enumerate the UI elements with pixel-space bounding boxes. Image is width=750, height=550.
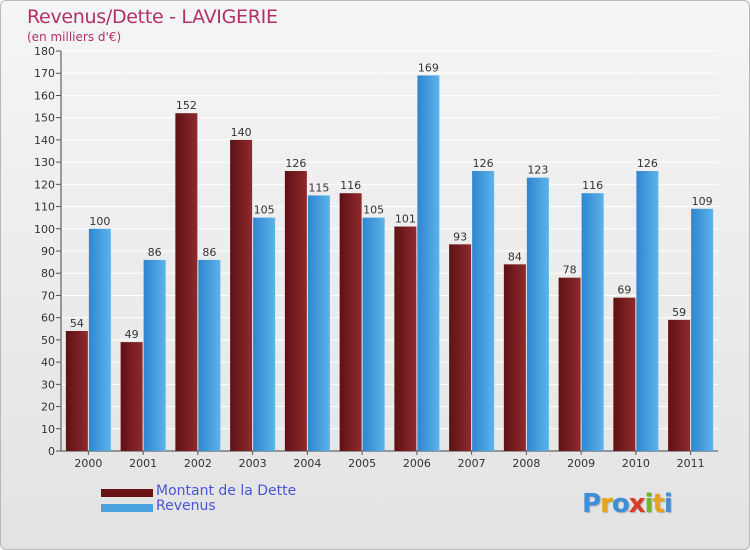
bar-revenus-2001 <box>143 259 166 451</box>
data-label-revenus-2010: 126 <box>637 157 658 170</box>
y-tick-label-180: 180 <box>34 45 55 58</box>
y-tick-label-120: 120 <box>34 178 55 191</box>
logo-letter: o <box>611 489 630 519</box>
legend-label-dette: Montant de la Dette <box>156 483 297 499</box>
bar-dette-2002 <box>175 113 198 451</box>
bar-dette-2003 <box>230 139 253 451</box>
data-label-revenus-2008: 123 <box>527 164 548 177</box>
bar-revenus-2010 <box>636 171 659 451</box>
data-label-dette-2005: 116 <box>340 179 361 192</box>
y-tick-label-30: 30 <box>41 378 55 391</box>
data-label-dette-2000: 54 <box>70 317 84 330</box>
bar-dette-2000 <box>65 331 88 451</box>
logo-letter: i <box>644 489 654 519</box>
y-tick-label-150: 150 <box>34 112 55 125</box>
x-tick-label-2002: 2002 <box>184 457 212 470</box>
y-tick-label-160: 160 <box>34 89 55 102</box>
data-label-revenus-2002: 86 <box>202 246 216 259</box>
data-label-revenus-2001: 86 <box>148 246 162 259</box>
logo-letter: i <box>663 489 673 519</box>
logo-letter: x <box>628 489 646 519</box>
y-tick-label-0: 0 <box>48 445 55 458</box>
chart-subtitle: (en milliers d'€) <box>27 30 122 44</box>
x-tick-label-2005: 2005 <box>348 457 376 470</box>
bar-dette-2009 <box>558 277 581 451</box>
bar-revenus-2002 <box>198 259 221 451</box>
bar-revenus-2000 <box>88 228 111 451</box>
bar-dette-2004 <box>284 171 307 451</box>
bar-revenus-2007 <box>472 171 495 451</box>
y-tick-label-140: 140 <box>34 134 55 147</box>
data-label-revenus-2003: 105 <box>254 204 275 217</box>
data-label-revenus-2004: 115 <box>308 181 329 194</box>
data-label-dette-2007: 93 <box>453 230 467 243</box>
data-label-dette-2008: 84 <box>508 250 522 263</box>
data-label-revenus-2006: 169 <box>418 61 439 74</box>
bar-revenus-2008 <box>526 177 549 451</box>
data-label-dette-2009: 78 <box>563 264 577 277</box>
chart-title: Revenus/Dette - LAVIGERIE <box>27 6 278 28</box>
data-label-dette-2003: 140 <box>231 126 252 139</box>
data-label-dette-2001: 49 <box>125 328 139 341</box>
legend-swatch-revenus <box>101 504 153 512</box>
bar-dette-2001 <box>120 342 143 451</box>
y-tick-label-60: 60 <box>41 312 55 325</box>
bar-dette-2005 <box>339 193 362 451</box>
x-tick-label-2010: 2010 <box>622 457 650 470</box>
x-tick-label-2001: 2001 <box>129 457 157 470</box>
y-tick-label-40: 40 <box>41 356 55 369</box>
data-label-dette-2011: 59 <box>672 306 686 319</box>
bar-dette-2008 <box>503 264 526 451</box>
y-tick-label-70: 70 <box>41 289 55 302</box>
y-tick-label-100: 100 <box>34 223 55 236</box>
logo-letter: P <box>582 489 601 519</box>
y-tick-label-10: 10 <box>41 423 55 436</box>
data-label-dette-2002: 152 <box>176 99 197 112</box>
data-label-revenus-2011: 109 <box>692 195 713 208</box>
data-label-dette-2010: 69 <box>617 284 631 297</box>
legend-label-revenus: Revenus <box>156 498 216 514</box>
bar-chart: 0 10 20 30 40 50 60 70 80 90 100 110 120 130 140 150 160… <box>34 45 718 470</box>
bar-dette-2007 <box>449 244 472 451</box>
x-tick-label-2004: 2004 <box>293 457 321 470</box>
data-label-dette-2006: 101 <box>395 213 416 226</box>
y-tick-label-130: 130 <box>34 156 55 169</box>
data-label-revenus-2005: 105 <box>363 204 384 217</box>
data-label-revenus-2000: 100 <box>89 215 110 228</box>
proxiti-logo: Proxiti <box>582 489 673 519</box>
bar-dette-2011 <box>668 319 691 451</box>
y-tick-label-90: 90 <box>41 245 55 258</box>
x-tick-label-2008: 2008 <box>512 457 540 470</box>
x-tick-label-2007: 2007 <box>458 457 486 470</box>
y-tick-label-110: 110 <box>34 201 55 214</box>
bar-revenus-2005 <box>362 217 385 451</box>
bar-dette-2006 <box>394 226 417 451</box>
bar-revenus-2009 <box>581 193 604 451</box>
legend-swatch-dette <box>101 489 153 497</box>
bar-revenus-2011 <box>691 208 714 451</box>
logo-letter: r <box>600 489 613 519</box>
x-tick-label-2006: 2006 <box>403 457 431 470</box>
bar-revenus-2006 <box>417 75 440 451</box>
bar-revenus-2003 <box>253 217 276 451</box>
x-tick-label-2000: 2000 <box>74 457 102 470</box>
x-tick-label-2011: 2011 <box>677 457 705 470</box>
y-tick-label-20: 20 <box>41 401 55 414</box>
y-tick-label-170: 170 <box>34 67 55 80</box>
bar-revenus-2004 <box>307 195 330 451</box>
x-tick-label-2009: 2009 <box>567 457 595 470</box>
x-tick-label-2003: 2003 <box>239 457 267 470</box>
y-tick-label-50: 50 <box>41 334 55 347</box>
data-label-dette-2004: 126 <box>285 157 306 170</box>
bar-dette-2010 <box>613 297 636 451</box>
data-label-revenus-2009: 116 <box>582 179 603 192</box>
y-tick-label-80: 80 <box>41 267 55 280</box>
logo-letter: t <box>652 489 664 519</box>
data-label-revenus-2007: 126 <box>473 157 494 170</box>
